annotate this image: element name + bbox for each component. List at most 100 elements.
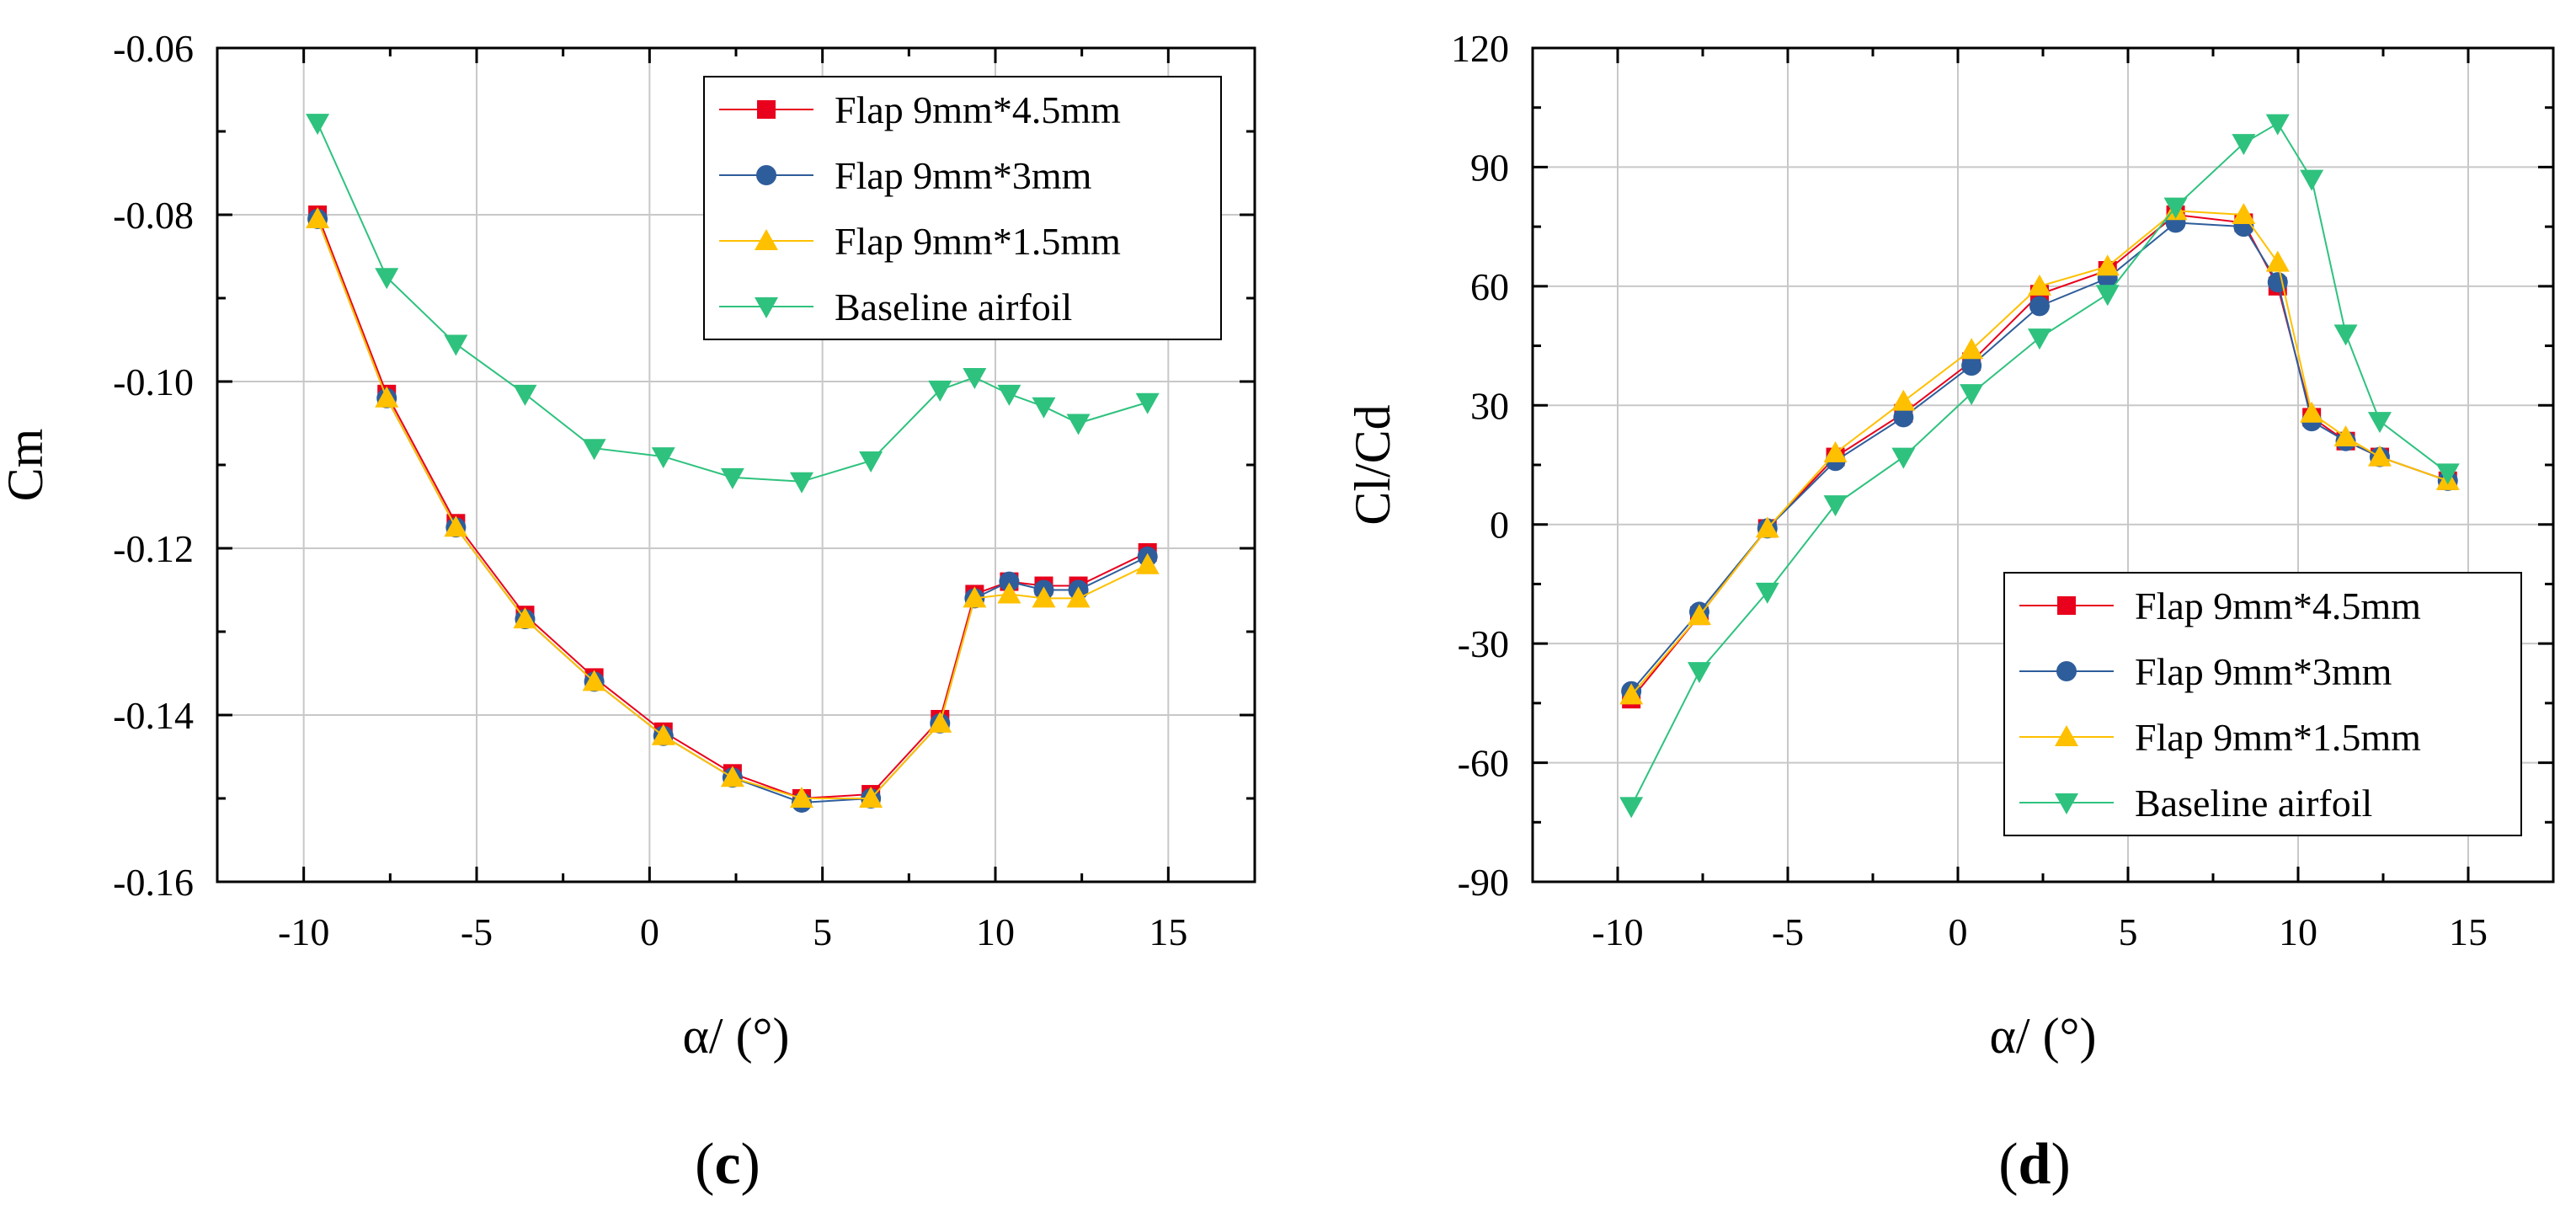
data-point (2232, 134, 2256, 156)
data-point (2095, 285, 2120, 307)
x-tick-label: 0 (1949, 910, 1968, 953)
data-point (1755, 516, 1779, 538)
data-point (999, 571, 1020, 592)
data-point (1135, 552, 1160, 574)
panel-label: (d) (1998, 1132, 2071, 1197)
data-point (997, 384, 1021, 406)
y-tick-label: -0.16 (113, 861, 194, 904)
legend: Flap 9mm*4.5mm Flap 9mm*3mm Flap 9mm*1.5mm… (2003, 572, 2522, 836)
data-point (2027, 328, 2051, 350)
legend-marker (2057, 596, 2076, 615)
series-baseline-airfoil (306, 114, 1160, 494)
data-point (582, 670, 606, 691)
series-flap-9mm-1-5mm (1619, 199, 2460, 705)
data-point (375, 386, 399, 408)
x-tick-label: -5 (461, 910, 493, 953)
y-tick-label: 30 (1470, 384, 1509, 427)
plot-frame (1531, 46, 2555, 883)
x-tick-label: 5 (2119, 910, 2138, 953)
y-tick-label: 0 (1490, 504, 1509, 547)
x-tick-label: 15 (1149, 910, 1187, 953)
x-tick-label: 15 (2449, 910, 2488, 953)
data-point (513, 384, 537, 406)
x-tick-label: -5 (1772, 910, 1804, 953)
x-tick-label: -10 (1592, 910, 1643, 953)
data-point (2367, 445, 2392, 467)
data-point (1066, 414, 1091, 435)
data-point (1619, 797, 1644, 819)
plot-frame (216, 46, 1256, 883)
data-point (2367, 412, 2392, 434)
data-point (2333, 425, 2358, 446)
data-point (2435, 463, 2460, 485)
data-point (1893, 407, 1914, 428)
data-point (2333, 324, 2358, 346)
data-point (928, 380, 952, 402)
data-point (2267, 272, 2288, 293)
series-baseline-airfoil (1619, 114, 2460, 819)
legend-label: Flap 9mm*3mm (835, 154, 1092, 197)
data-point (2029, 296, 2050, 317)
x-tick-label: 10 (2279, 910, 2317, 953)
data-point (720, 467, 744, 489)
data-point (963, 368, 987, 390)
data-point (1032, 397, 1056, 419)
data-point (2300, 169, 2324, 191)
legend-label: Flap 9mm*4.5mm (835, 88, 1121, 131)
legend-marker (757, 100, 776, 119)
data-point (582, 439, 606, 461)
data-point (2265, 114, 2290, 136)
x-tick-label: 10 (976, 910, 1015, 953)
legend-marker (755, 297, 778, 318)
legend-marker (756, 165, 776, 185)
legend-label: Baseline airfoil (835, 286, 1072, 328)
data-point (1823, 495, 1848, 517)
y-tick-label: -0.10 (113, 360, 194, 403)
legend-label: Flap 9mm*4.5mm (2135, 584, 2421, 627)
data-point (1823, 440, 1848, 462)
data-point (651, 723, 675, 745)
x-axis-label: α/ (°) (682, 1008, 789, 1064)
data-point (2265, 250, 2290, 272)
data-point (513, 607, 537, 629)
data-point (2027, 274, 2051, 296)
data-point (790, 787, 814, 808)
data-point (306, 206, 330, 228)
data-point (2095, 254, 2120, 276)
y-tick-label: 120 (1451, 27, 1509, 70)
legend-label: Flap 9mm*1.5mm (2135, 716, 2421, 759)
data-point (1961, 355, 1982, 376)
y-tick-label: -0.08 (113, 194, 194, 237)
legend-marker (755, 229, 778, 250)
chart-d: -10 -5 0 5 10 15 -90 -60 -30 0 30 60 90 120 Cl/Cd α/ (°… (1345, 27, 2555, 1197)
data-point (1687, 662, 1711, 684)
y-tick-label: -0.14 (113, 694, 194, 737)
y-tick-label: -90 (1458, 861, 1509, 904)
series-flap-9mm-1-5mm (306, 206, 1160, 808)
data-point (720, 766, 744, 787)
data-point (1032, 586, 1056, 608)
legend-label: Baseline airfoil (2135, 782, 2372, 825)
legend-marker (2056, 661, 2077, 681)
y-axis-label: Cl/Cd (1345, 404, 1400, 525)
data-point (963, 586, 987, 608)
data-point (2232, 203, 2256, 224)
legend-marker (2055, 793, 2078, 814)
data-point (1135, 392, 1160, 414)
data-point (1619, 683, 1644, 705)
x-axis-label: α/ (°) (1989, 1008, 2096, 1064)
data-point (444, 515, 468, 537)
x-tick-label: 0 (640, 910, 659, 953)
data-point (1960, 384, 1984, 406)
legend-label: Flap 9mm*1.5mm (835, 220, 1121, 263)
data-point (859, 451, 883, 473)
data-point (859, 787, 883, 808)
legend-marker (2055, 725, 2078, 746)
data-point (1755, 582, 1779, 604)
legend-box (2003, 572, 2522, 836)
data-point (997, 582, 1021, 604)
y-tick-label: -60 (1458, 742, 1509, 785)
data-point (1891, 389, 1916, 411)
data-point (375, 268, 399, 290)
data-point (1066, 586, 1091, 608)
